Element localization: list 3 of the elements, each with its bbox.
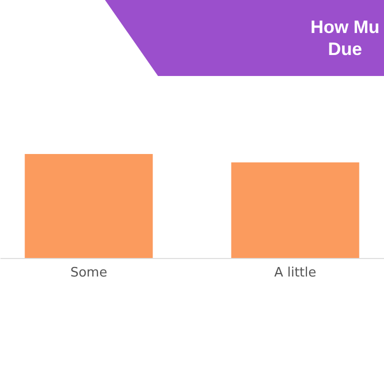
x-tick-label: A little <box>274 266 316 280</box>
x-tick-label: Some <box>70 266 108 280</box>
chart-title: How Mu Due <box>310 16 380 60</box>
